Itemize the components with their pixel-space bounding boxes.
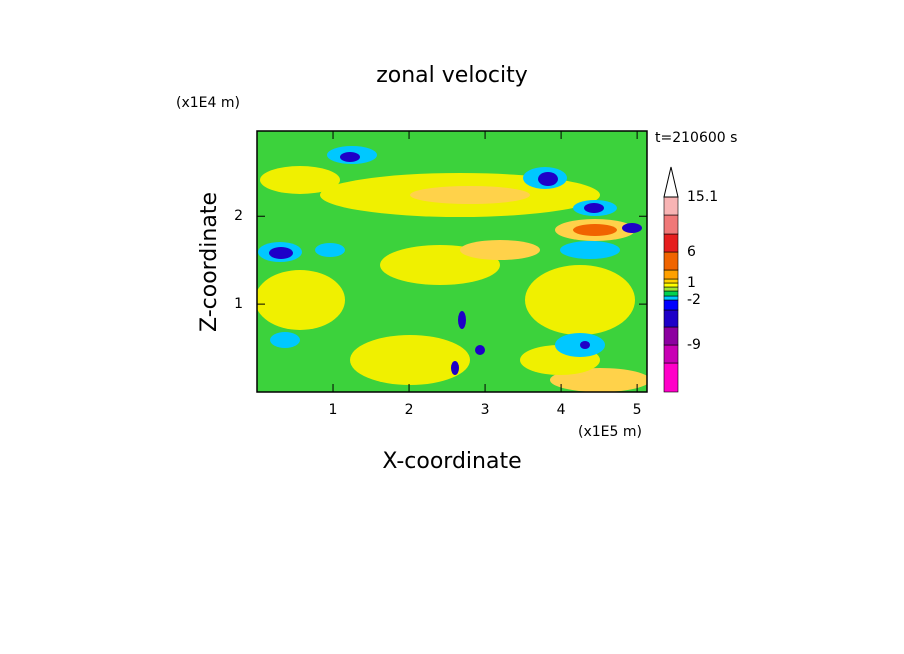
x-tick-label: 4 [557,402,566,418]
x-axis-label: X-coordinate [382,449,521,474]
colorbar-swatch [663,299,679,311]
colorbar-swatch [663,278,679,284]
plot-frame [256,130,648,393]
colorbar-arrow [663,166,679,198]
colorbar-swatch [663,233,679,253]
x-tick-label: 3 [481,402,490,418]
colorbar-swatch [663,269,679,280]
colorbar-swatch [663,362,679,393]
colorbar-swatch [663,196,679,216]
colorbar-swatch [663,286,679,292]
colorbar-swatch [663,282,679,288]
y-unit: (x1E4 m) [176,95,240,111]
colorbar-label: 1 [687,275,696,291]
chart-title: zonal velocity [376,63,528,88]
y-tick-label: 2 [234,208,243,224]
colorbar-swatch [663,326,679,346]
colorbar-swatch [663,295,679,301]
x-tick-label: 2 [405,402,414,418]
x-tick-label: 1 [329,402,338,418]
colorbar-swatch [663,344,679,364]
colorbar-swatch [663,251,679,271]
x-tick-label: 5 [633,402,642,418]
colorbar-label: 6 [687,244,696,260]
colorbar-swatch [663,309,679,328]
y-axis-label: Z-coordinate [197,192,222,332]
colorbar-label: 15.1 [687,189,718,205]
colorbar-label: -2 [687,292,701,308]
x-unit: (x1E5 m) [578,424,642,440]
colorbar-swatch [663,290,679,297]
contour-field [257,131,647,392]
colorbar-label: -9 [687,337,701,353]
y-tick-label: 1 [234,296,243,312]
colorbar-swatch [663,214,679,235]
time-label: t=210600 s [655,130,737,146]
